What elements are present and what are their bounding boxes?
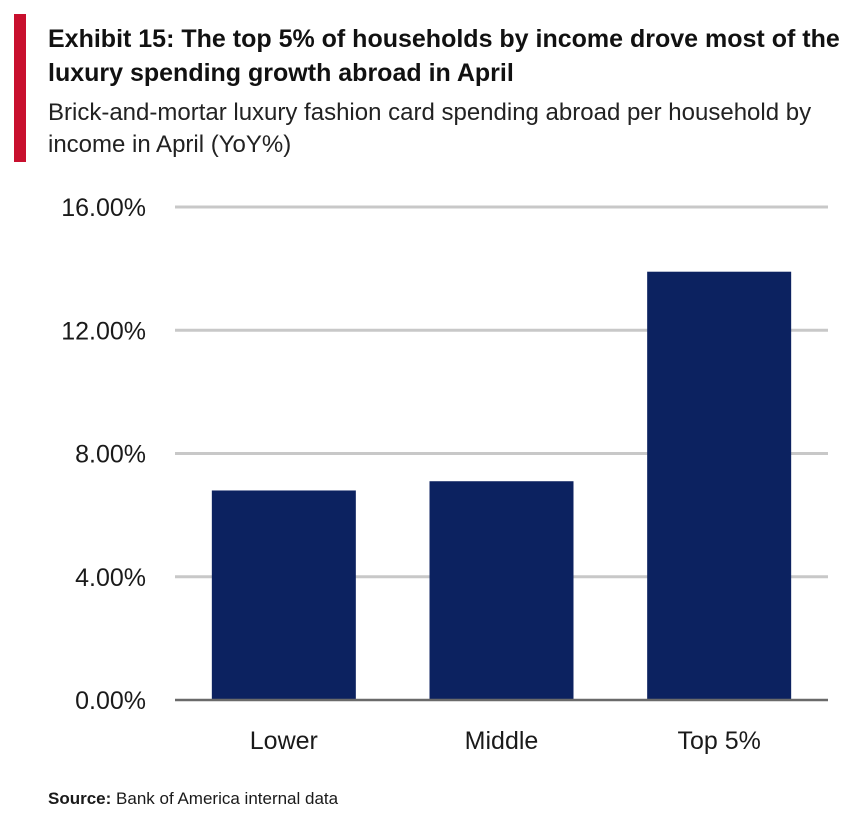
bar	[429, 481, 574, 700]
accent-bar	[14, 14, 26, 162]
chart-subtitle: Brick-and-mortar luxury fashion card spe…	[48, 99, 812, 158]
bar-chart: 0.00% 4.00% 8.00% 12.00% 16.00% Lower Middle T…	[61, 194, 828, 755]
y-tick-label: 16.00%	[61, 194, 146, 222]
source-text: Bank of America internal data	[116, 789, 339, 808]
y-tick-label: 8.00%	[75, 441, 146, 469]
source-label: Source:	[48, 789, 112, 808]
y-tick-labels: 0.00% 4.00% 8.00% 12.00% 16.00%	[61, 194, 146, 715]
y-tick-label: 0.00%	[75, 687, 146, 715]
bars	[211, 271, 792, 700]
bar	[211, 490, 356, 700]
chart-title: Exhibit 15: The top 5% of households by …	[48, 25, 840, 87]
source-note: Source: Bank of America internal data	[48, 789, 338, 809]
x-tick-label: Top 5%	[677, 727, 760, 755]
y-tick-label: 12.00%	[61, 317, 146, 345]
x-tick-labels: Lower Middle Top 5%	[250, 727, 761, 755]
x-tick-label: Middle	[465, 727, 539, 755]
bar	[647, 271, 792, 700]
y-tick-label: 4.00%	[75, 564, 146, 592]
x-tick-label: Lower	[250, 727, 318, 755]
